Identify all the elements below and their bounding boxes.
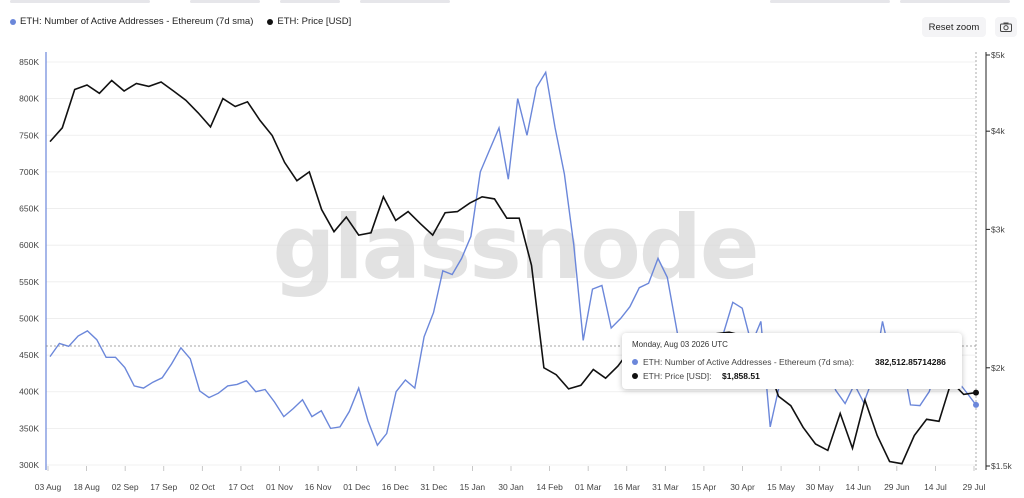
x-tick-label: 02 Oct xyxy=(190,482,216,492)
y-left-tick-label: 450K xyxy=(19,350,39,360)
x-tick-label: 14 Feb xyxy=(536,482,563,492)
y-left-tick-label: 750K xyxy=(19,130,39,140)
top-toolbar-strip xyxy=(0,0,1024,4)
y-right-tick-label: $3k xyxy=(991,224,1005,234)
y-left-tick-label: 550K xyxy=(19,277,39,287)
x-tick-label: 01 Dec xyxy=(343,482,371,492)
y-axis-left: 850K 800K 750K 700K 650K 600K 550K 500K 450K 400K… xyxy=(19,57,39,470)
chart-grid xyxy=(46,61,976,466)
x-tick-label: 18 Aug xyxy=(73,482,100,492)
tooltip-dot-blue xyxy=(632,359,638,365)
chart-legend: ETH: Number of Active Addresses - Ethere… xyxy=(10,16,351,27)
x-tick-label: 14 Jun xyxy=(845,482,871,492)
x-tick-label: 15 Apr xyxy=(692,482,717,492)
tooltip-label-price: ETH: Price [USD]: xyxy=(643,371,712,381)
y-axis-right: $5k $4k $3k $2k $1.5k xyxy=(986,50,1013,471)
hover-marker-active-addresses xyxy=(973,401,979,408)
y-left-tick-label: 500K xyxy=(19,313,39,323)
x-tick-label: 02 Sep xyxy=(112,482,139,492)
tooltip-value-price: $1,858.51 xyxy=(722,371,760,381)
x-tick-label: 30 Apr xyxy=(730,482,755,492)
x-tick-label: 01 Nov xyxy=(266,482,294,492)
legend-dot-blue xyxy=(10,18,16,25)
x-tick-label: 31 Dec xyxy=(420,482,448,492)
screenshot-button[interactable] xyxy=(995,17,1017,37)
x-tick-label: 16 Nov xyxy=(305,482,333,492)
x-tick-label: 30 Jan xyxy=(498,482,524,492)
x-tick-label: 16 Dec xyxy=(382,482,410,492)
x-tick-label: 16 Mar xyxy=(614,482,641,492)
y-right-tick-label: $1.5k xyxy=(991,461,1013,471)
y-right-tick-label: $4k xyxy=(991,126,1005,136)
x-tick-label: 31 Mar xyxy=(652,482,679,492)
series-line-price xyxy=(49,79,977,465)
x-tick-label: 15 May xyxy=(767,482,796,492)
x-tick-label: 15 Jan xyxy=(460,482,486,492)
legend-item-active-addresses[interactable]: ETH: Number of Active Addresses - Ethere… xyxy=(10,16,253,27)
tooltip-row-active-addresses: ETH: Number of Active Addresses - Ethere… xyxy=(632,357,946,367)
tooltip-date: Monday, Aug 03 2026 UTC xyxy=(632,340,728,349)
x-tick-label: 03 Aug xyxy=(35,482,62,492)
watermark: glassnode xyxy=(272,196,757,299)
legend-item-price[interactable]: ETH: Price [USD] xyxy=(267,16,351,27)
tooltip-value-active-addresses: 382,512.85714286 xyxy=(875,357,946,367)
x-tick-label: 29 Jul xyxy=(963,482,986,492)
reset-zoom-button[interactable]: Reset zoom xyxy=(922,17,986,37)
x-tick-label: 17 Sep xyxy=(150,482,177,492)
legend-label-active-addresses: ETH: Number of Active Addresses - Ethere… xyxy=(20,16,254,27)
hover-tooltip: Monday, Aug 03 2026 UTC ETH: Number of A… xyxy=(622,333,962,389)
y-left-tick-label: 400K xyxy=(19,387,39,397)
y-left-tick-label: 650K xyxy=(19,204,39,214)
y-left-tick-label: 850K xyxy=(19,57,39,67)
x-tick-label: 29 Jun xyxy=(884,482,910,492)
y-left-tick-label: 700K xyxy=(19,167,39,177)
y-right-tick-label: $2k xyxy=(991,363,1005,373)
x-axis: 03 Aug 18 Aug 02 Sep 17 Sep 02 Oct 17 Oct 01 N… xyxy=(35,466,986,492)
legend-dot-black xyxy=(267,18,274,25)
y-right-tick-label: $5k xyxy=(991,50,1005,60)
camera-icon xyxy=(1000,22,1012,32)
y-left-tick-label: 800K xyxy=(19,94,39,104)
x-tick-label: 14 Jul xyxy=(924,482,947,492)
legend-label-price: ETH: Price [USD] xyxy=(277,16,352,27)
hover-marker-price xyxy=(973,389,979,396)
tooltip-row-price: ETH: Price [USD]: $1,858.51 xyxy=(632,371,760,381)
tooltip-label-active-addresses: ETH: Number of Active Addresses - Ethere… xyxy=(643,357,855,367)
x-tick-label: 01 Mar xyxy=(575,482,602,492)
x-tick-label: 30 May xyxy=(806,482,835,492)
y-left-tick-label: 300K xyxy=(19,460,39,470)
y-left-tick-label: 600K xyxy=(19,240,39,250)
x-tick-label: 17 Oct xyxy=(228,482,254,492)
tooltip-dot-black xyxy=(632,373,638,379)
y-left-tick-label: 350K xyxy=(19,423,39,433)
